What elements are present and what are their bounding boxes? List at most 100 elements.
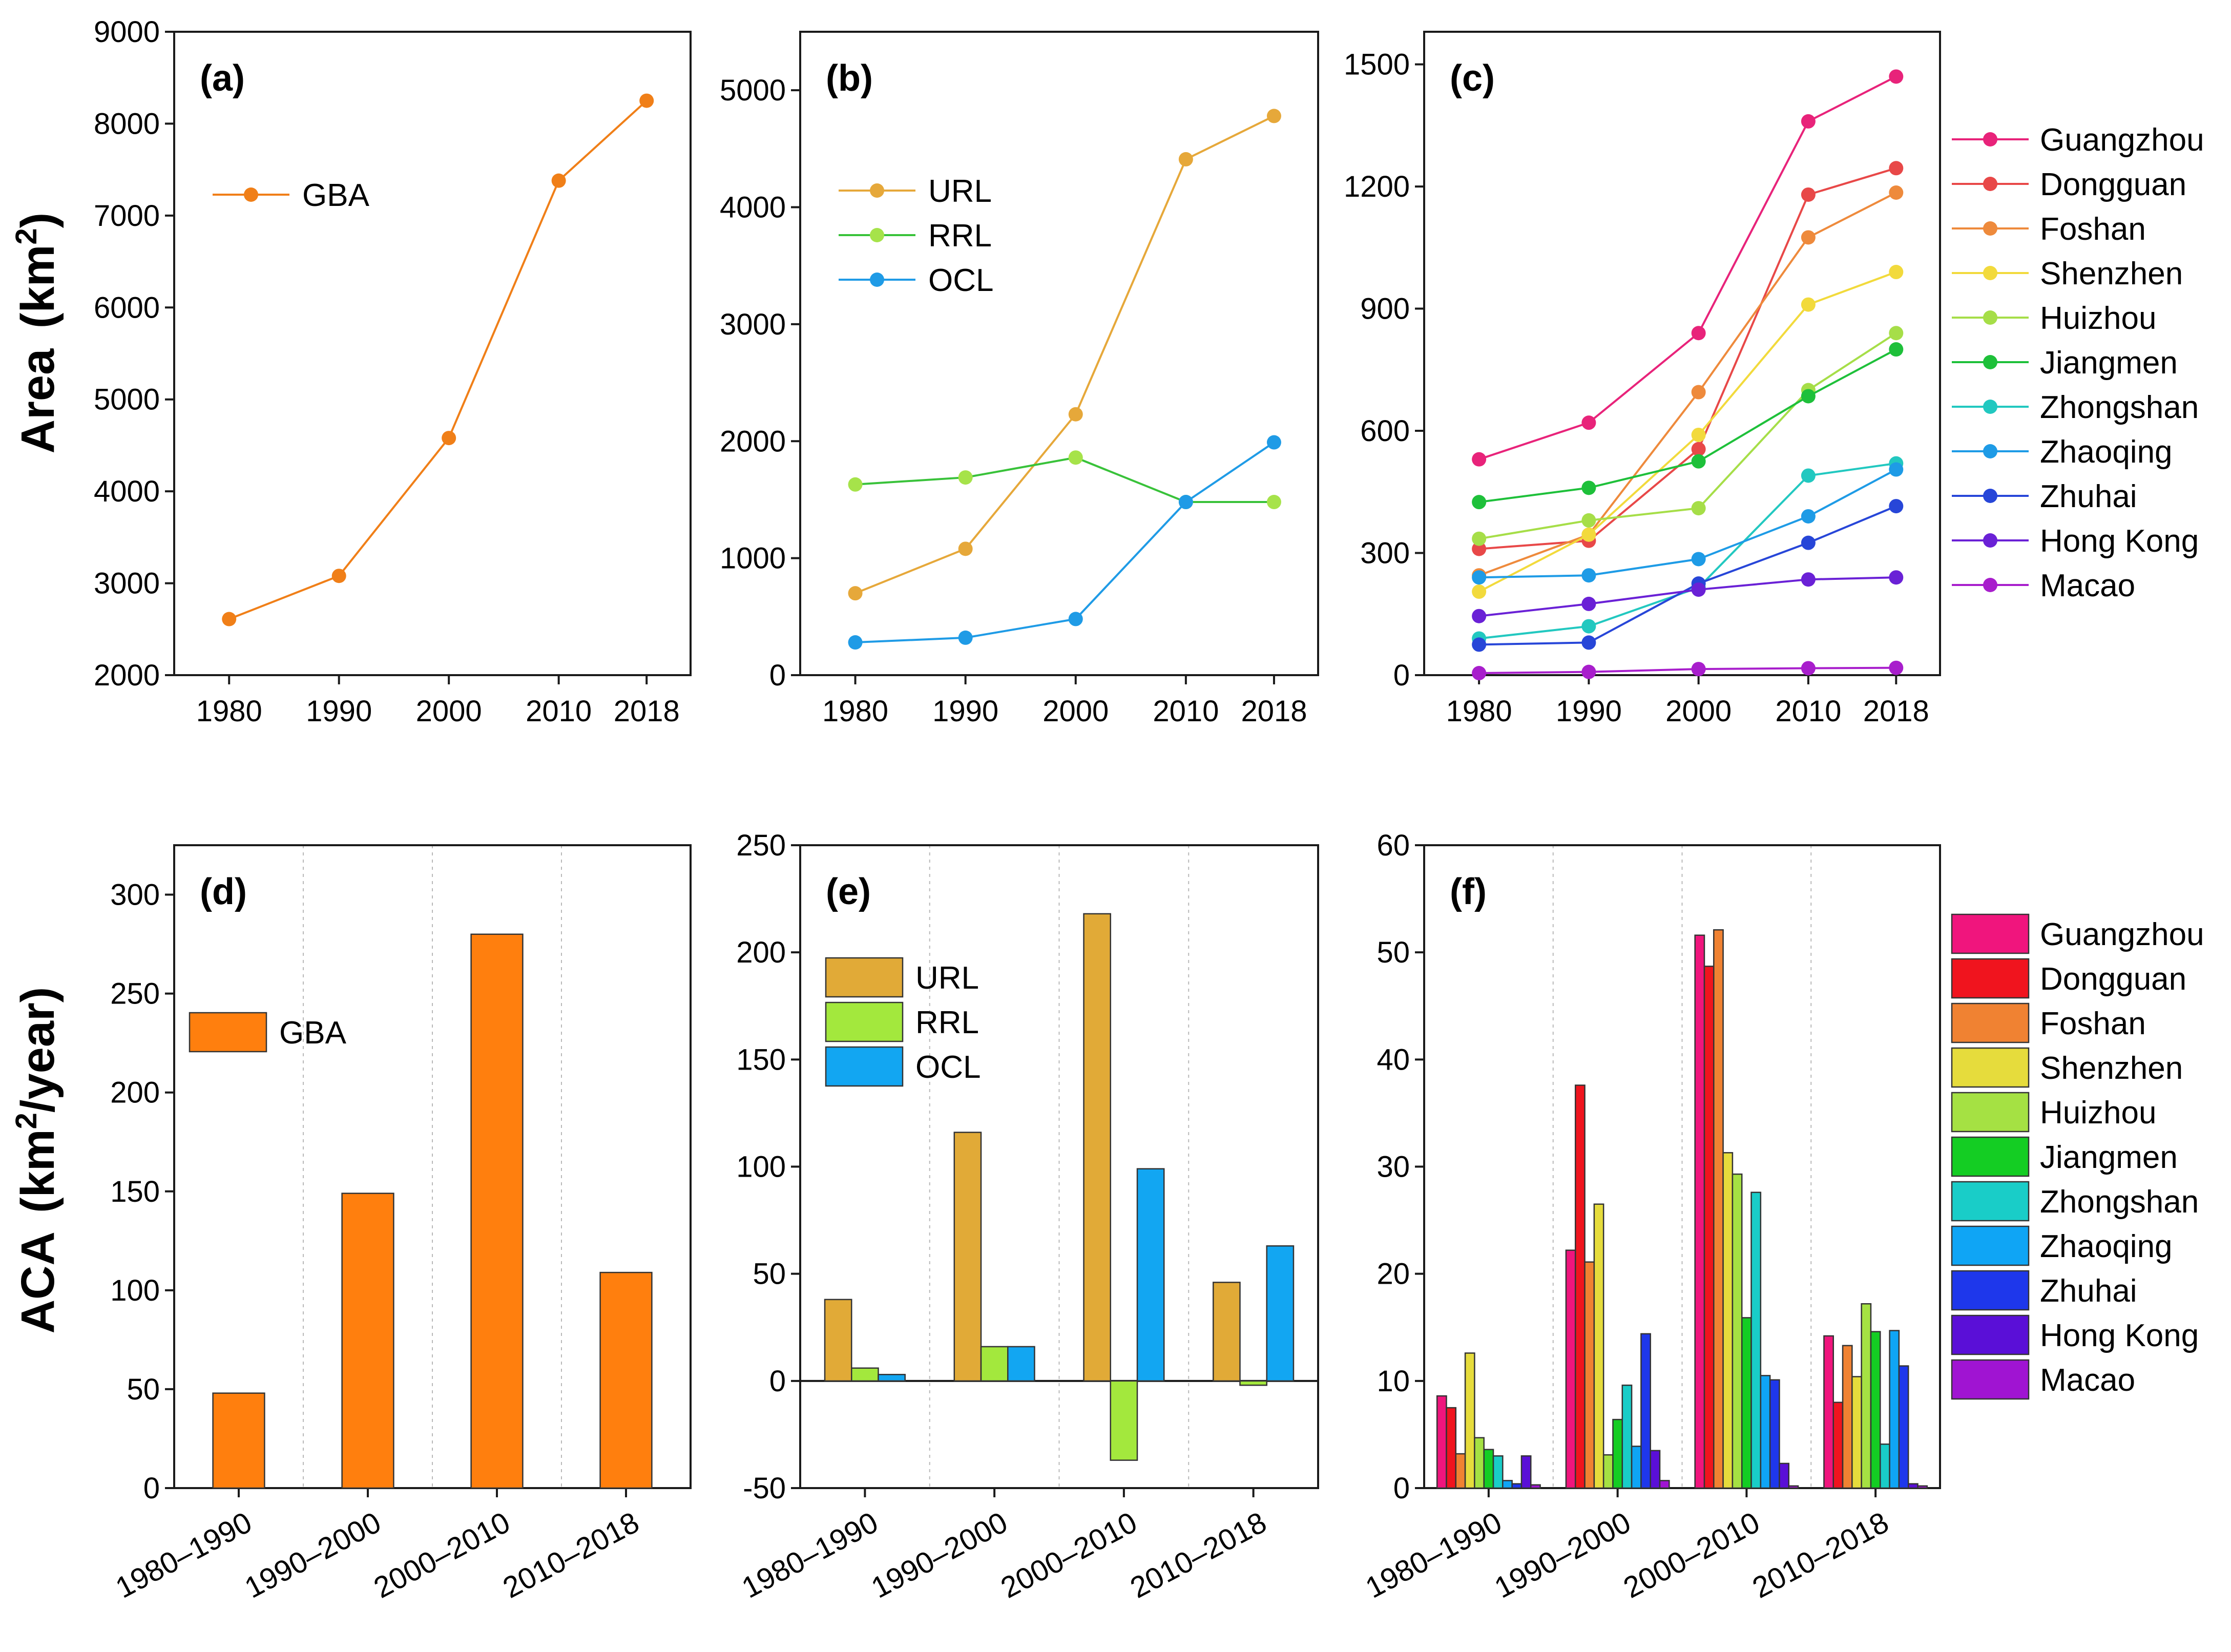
- legend-label: Huizhou: [2040, 301, 2156, 336]
- y-tick-label: 9000: [94, 15, 160, 49]
- data-point: [1691, 427, 1706, 442]
- bar-url: [824, 1299, 852, 1382]
- data-point: [1889, 161, 1904, 176]
- data-point: [1801, 230, 1816, 245]
- bar-jiangmen: [1870, 1331, 1881, 1489]
- data-point: [1581, 635, 1596, 650]
- legend-label: Dongguan: [2040, 167, 2186, 202]
- bar-jiangmen: [1483, 1449, 1494, 1489]
- legend-swatch: [1951, 958, 2030, 999]
- y-tick-label: 4000: [94, 475, 160, 508]
- legend-marker: [1983, 355, 1997, 369]
- data-point: [1801, 509, 1816, 524]
- plot-frame: [1423, 31, 1941, 676]
- panel-label: (e): [826, 871, 871, 912]
- y-tick-label: 7000: [94, 199, 160, 233]
- data-point: [1472, 609, 1487, 623]
- data-point: [1889, 342, 1904, 357]
- data-point: [1266, 435, 1281, 450]
- bar-rrl: [980, 1346, 1009, 1382]
- legend-label: Hong Kong: [2040, 1318, 2199, 1353]
- bar-jiangmen: [1741, 1317, 1752, 1489]
- data-point: [1472, 666, 1487, 681]
- y-tick-label: 300: [110, 879, 160, 912]
- y-tick-label: 5000: [720, 74, 786, 107]
- y-tick-label: 50: [753, 1258, 786, 1291]
- bar-macao: [1917, 1485, 1928, 1489]
- y-tick-label: 30: [1377, 1151, 1410, 1184]
- legend-label: Guangzhou: [2040, 122, 2204, 158]
- panel-label: (b): [826, 58, 873, 99]
- bar-ocl: [1266, 1245, 1295, 1382]
- legend-label: Guangzhou: [2040, 917, 2204, 952]
- data-point: [1472, 570, 1487, 585]
- bar-shenzhen: [1851, 1376, 1862, 1489]
- y-tick-label: 0: [143, 1472, 160, 1505]
- legend-swatch: [1951, 1002, 2030, 1043]
- bar-url: [1083, 913, 1112, 1382]
- y-tick-label: 900: [1360, 292, 1410, 326]
- data-point: [1691, 582, 1706, 597]
- legend-swatch: [1951, 1359, 2030, 1400]
- bar-macao: [1530, 1484, 1541, 1489]
- data-point: [1889, 69, 1904, 84]
- legend-marker: [870, 273, 884, 287]
- bar-zhuhai: [1769, 1379, 1780, 1489]
- data-point: [1581, 596, 1596, 611]
- data-point: [1801, 389, 1816, 404]
- bar-rrl: [1110, 1380, 1138, 1461]
- bar-shenzhen: [1593, 1203, 1604, 1489]
- legend-label: Foshan: [2040, 1006, 2146, 1041]
- legend-label: Shenzhen: [2040, 1051, 2183, 1086]
- bar-hong-kong: [1779, 1462, 1790, 1489]
- legend-marker: [1983, 533, 1997, 548]
- bar-huizhou: [1474, 1437, 1485, 1489]
- legend-label: Zhuhai: [2040, 479, 2137, 514]
- bar-gba: [341, 1193, 394, 1489]
- legend-marker: [870, 183, 884, 198]
- bar-macao: [1788, 1485, 1799, 1489]
- legend-label: RRL: [928, 218, 992, 254]
- data-point: [1691, 662, 1706, 677]
- bar-guangzhou: [1694, 934, 1705, 1489]
- y-tick-label: 250: [110, 977, 160, 1011]
- y-tick-label: 150: [110, 1175, 160, 1208]
- data-point: [1581, 513, 1596, 528]
- data-point: [1266, 495, 1281, 510]
- bar-hong-kong: [1650, 1450, 1661, 1489]
- data-point: [1889, 499, 1904, 514]
- x-tick-label: 1980: [196, 695, 262, 728]
- data-point: [639, 93, 654, 108]
- legend-marker: [1983, 444, 1997, 458]
- data-point: [1581, 619, 1596, 634]
- legend-swatch: [1951, 1136, 2030, 1177]
- data-point: [848, 477, 863, 492]
- y-tick-label: 300: [1360, 537, 1410, 570]
- legend-label: Zhongshan: [2040, 390, 2199, 425]
- panel-c-chart: 0 300 600 900 1200 1500 (c) 1980 1990 2000 2010 201…: [1344, 31, 2204, 728]
- bar-guangzhou: [1823, 1335, 1834, 1489]
- data-point: [958, 470, 973, 485]
- x-tick-label: 1990: [1556, 695, 1622, 728]
- bar-ocl: [878, 1374, 906, 1382]
- legend-label: Huizhou: [2040, 1095, 2156, 1131]
- legend-label: Macao: [2040, 568, 2135, 603]
- data-point: [1581, 415, 1596, 430]
- y-tick-label: 40: [1377, 1043, 1410, 1076]
- bar-gba: [212, 1392, 265, 1489]
- legend-marker: [1983, 578, 1997, 592]
- bar-dongguan: [1446, 1407, 1457, 1489]
- legend-label: URL: [928, 174, 992, 209]
- legend-label: GBA: [279, 1015, 347, 1051]
- x-tick-label: 1990: [306, 695, 372, 728]
- y-tick-label: 8000: [94, 107, 160, 140]
- bar-zhuhai: [1898, 1365, 1909, 1489]
- y-tick-label: 5000: [94, 383, 160, 416]
- legend-label: Zhaoqing: [2040, 1229, 2173, 1264]
- y-tick-label: 150: [736, 1043, 786, 1076]
- panel-label: (f): [1450, 871, 1487, 912]
- y-tick-label: 1200: [1344, 170, 1410, 203]
- panel-label: (a): [200, 58, 245, 99]
- legend-label: Hong Kong: [2040, 524, 2199, 559]
